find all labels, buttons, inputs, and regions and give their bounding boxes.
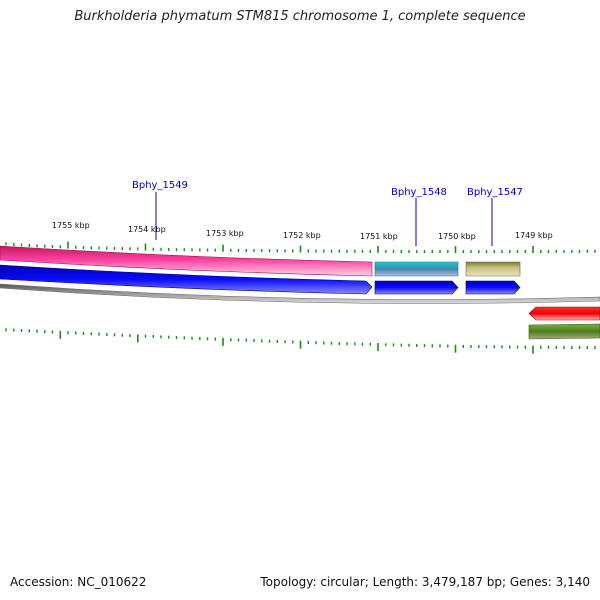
gene-labels: Bphy_1549 Bphy_1548 Bphy_1547 bbox=[132, 180, 523, 246]
feature-track-reverse bbox=[528, 306, 600, 340]
feature-khaki-bphy-1547[interactable] bbox=[465, 261, 521, 277]
scale-label: 1753 kbp bbox=[206, 229, 244, 238]
page-title: Burkholderia phymatum STM815 chromosome … bbox=[74, 9, 526, 24]
feature-track-cds bbox=[0, 264, 521, 295]
scale-label: 1754 kbp bbox=[128, 225, 166, 234]
gene-label-bphy-1547[interactable]: Bphy_1547 bbox=[467, 187, 523, 198]
scale-ticks-outer bbox=[5, 241, 596, 254]
scale-labels: 1755 kbp 1754 kbp 1753 kbp 1752 kbp 1751… bbox=[52, 221, 553, 241]
scale-label: 1751 kbp bbox=[360, 232, 398, 241]
topology-label: Topology: circular; Length: 3,479,187 bp… bbox=[260, 575, 590, 589]
scale-label: 1749 kbp bbox=[515, 231, 553, 240]
feature-pink[interactable] bbox=[0, 245, 373, 277]
scale-label: 1752 kbp bbox=[283, 231, 321, 240]
genome-backbone bbox=[0, 283, 600, 304]
gene-label-bphy-1549[interactable]: Bphy_1549 bbox=[132, 180, 188, 191]
cds-arrow-blue-bphy-1547[interactable] bbox=[465, 280, 521, 295]
accession-label: Accession: NC_010622 bbox=[10, 575, 147, 589]
cds-arrow-blue[interactable] bbox=[0, 264, 373, 295]
feature-track-outer bbox=[0, 245, 521, 277]
scale-ticks-inner bbox=[5, 328, 596, 354]
scale-label: 1755 kbp bbox=[52, 221, 90, 230]
feature-cyan-bphy-1548[interactable] bbox=[374, 261, 459, 277]
cds-arrow-red[interactable] bbox=[528, 306, 600, 321]
scale-label: 1750 kbp bbox=[438, 232, 476, 241]
cds-arrow-blue-bphy-1548[interactable] bbox=[374, 280, 459, 295]
gene-label-bphy-1548[interactable]: Bphy_1548 bbox=[391, 187, 447, 198]
feature-olive[interactable] bbox=[528, 323, 600, 340]
